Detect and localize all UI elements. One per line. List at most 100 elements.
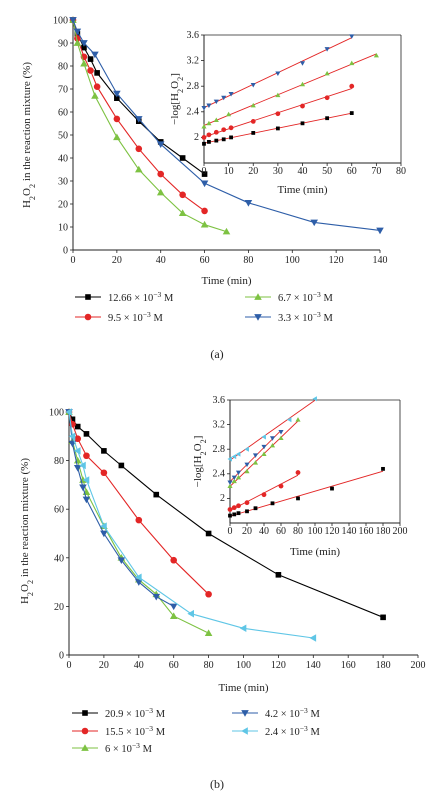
data-point — [169, 612, 178, 619]
data-point — [87, 67, 94, 74]
data-point — [200, 220, 209, 228]
inset-y-tick-label: 3.6 — [213, 395, 226, 406]
data-point — [83, 452, 90, 460]
inset-y-axis-label: −log[H2O2] — [169, 73, 185, 125]
inset-data-point — [349, 111, 354, 115]
inset-x-tick-label: 120 — [325, 526, 340, 537]
data-point — [73, 28, 82, 36]
inset-data-point — [227, 480, 233, 485]
inset-x-tick-label: 40 — [259, 526, 269, 537]
x-tick-label: 40 — [134, 660, 144, 671]
legend-label: 2.4 × 10−3 M — [265, 724, 320, 739]
inset-data-point — [221, 95, 227, 101]
inset-fit-line — [203, 53, 377, 126]
y-tick-label: 60 — [54, 505, 64, 516]
inset-data-point — [300, 121, 305, 126]
data-point — [118, 462, 125, 469]
legend-marker — [241, 710, 249, 717]
inset-x-tick-label: 0 — [202, 166, 207, 177]
legend-entry: 20.9 × 10−3 M — [72, 706, 166, 720]
x-tick-label: 120 — [329, 255, 344, 266]
inset-data-point — [275, 71, 281, 76]
inset-data-point — [296, 496, 300, 501]
data-point — [135, 165, 143, 173]
inset-background — [230, 400, 400, 523]
inset-data-point — [349, 83, 355, 89]
data-point — [135, 573, 142, 582]
data-point — [380, 614, 386, 621]
inset-data-point — [253, 506, 258, 511]
data-point — [117, 557, 126, 565]
inset-data-point — [227, 507, 233, 512]
data-point — [135, 145, 143, 153]
inset-data-point — [232, 512, 237, 517]
data-point — [82, 496, 91, 504]
inset-y-tick-label: 2 — [194, 132, 199, 143]
data-point — [79, 484, 87, 492]
inset-data-point — [250, 102, 256, 108]
inset-x-tick-label: 140 — [342, 526, 357, 537]
inset-chart: 0 20 40 60 80 100 120 140 160 180 200 2 2.4 2.8 3.2 3.6… — [192, 395, 408, 558]
legend-marker — [81, 744, 89, 751]
inset-chart: 0 10 20 30 40 50 60 70 80 2 2.4 2.8 3.2 3.6 Time (min)… — [169, 30, 406, 196]
inset-data-point — [261, 451, 267, 457]
legend-entry: 9.5 × 10−3 M — [75, 310, 163, 325]
x-tick-label: 100 — [236, 660, 251, 671]
data-point — [74, 423, 81, 430]
inset-data-point — [227, 483, 233, 489]
legend-label: 4.2 × 10−3 M — [265, 706, 320, 721]
x-axis-label: Time (min) — [201, 275, 251, 287]
data-point — [100, 522, 107, 530]
x-tick-label: 40 — [156, 255, 166, 266]
legend-label: 9.5 × 10−3 M — [108, 310, 163, 325]
inset-data-point — [252, 453, 259, 458]
data-point — [100, 469, 108, 477]
data-point — [275, 572, 282, 578]
inset-data-point — [236, 503, 241, 509]
inset-data-point — [228, 125, 234, 131]
data-point — [114, 95, 120, 101]
data-point — [157, 170, 165, 178]
inset-series-3 — [227, 430, 284, 485]
inset-data-point — [295, 470, 301, 475]
data-point — [200, 180, 209, 188]
series-3 — [65, 409, 178, 611]
y-axis-label: H2O2 in the reaction mixture (%) — [19, 458, 35, 604]
y-tick-label: 100 — [49, 408, 64, 419]
legend-marker — [241, 727, 248, 735]
y-tick-label: 30 — [58, 177, 68, 188]
inset-data-point — [201, 135, 207, 140]
data-point — [178, 209, 187, 217]
inset-series-1 — [227, 470, 301, 512]
inset-data-point — [295, 417, 301, 422]
data-point — [205, 530, 212, 537]
inset-x-tick-label: 160 — [359, 526, 374, 537]
inset-data-point — [250, 119, 256, 124]
inset-data-point — [312, 396, 317, 402]
data-point — [80, 40, 88, 47]
inset-data-point — [213, 129, 219, 135]
inset-x-tick-label: 100 — [308, 526, 323, 537]
inset-y-tick-label: 2.4 — [187, 107, 200, 118]
data-point — [80, 59, 88, 67]
inset-fit-line — [229, 399, 316, 461]
series-1 — [69, 16, 208, 215]
data-point — [169, 603, 178, 611]
inset-data-point — [244, 462, 250, 468]
inset-x-tick-label: 60 — [347, 166, 357, 177]
series-0 — [70, 17, 208, 177]
inset-y-tick-label: 2.4 — [213, 469, 226, 480]
data-point — [113, 90, 121, 98]
series-line — [68, 411, 314, 639]
inset-data-point — [214, 138, 219, 143]
x-tick-label: 140 — [306, 660, 321, 671]
data-point — [179, 191, 186, 199]
x-tick-label: 0 — [67, 660, 72, 671]
inset-data-point — [349, 60, 355, 66]
data-point — [152, 593, 161, 601]
inset-x-tick-label: 30 — [273, 166, 283, 177]
x-tick-label: 180 — [376, 660, 391, 671]
inset-x-tick-label: 50 — [322, 166, 332, 177]
inset-data-point — [244, 468, 250, 474]
